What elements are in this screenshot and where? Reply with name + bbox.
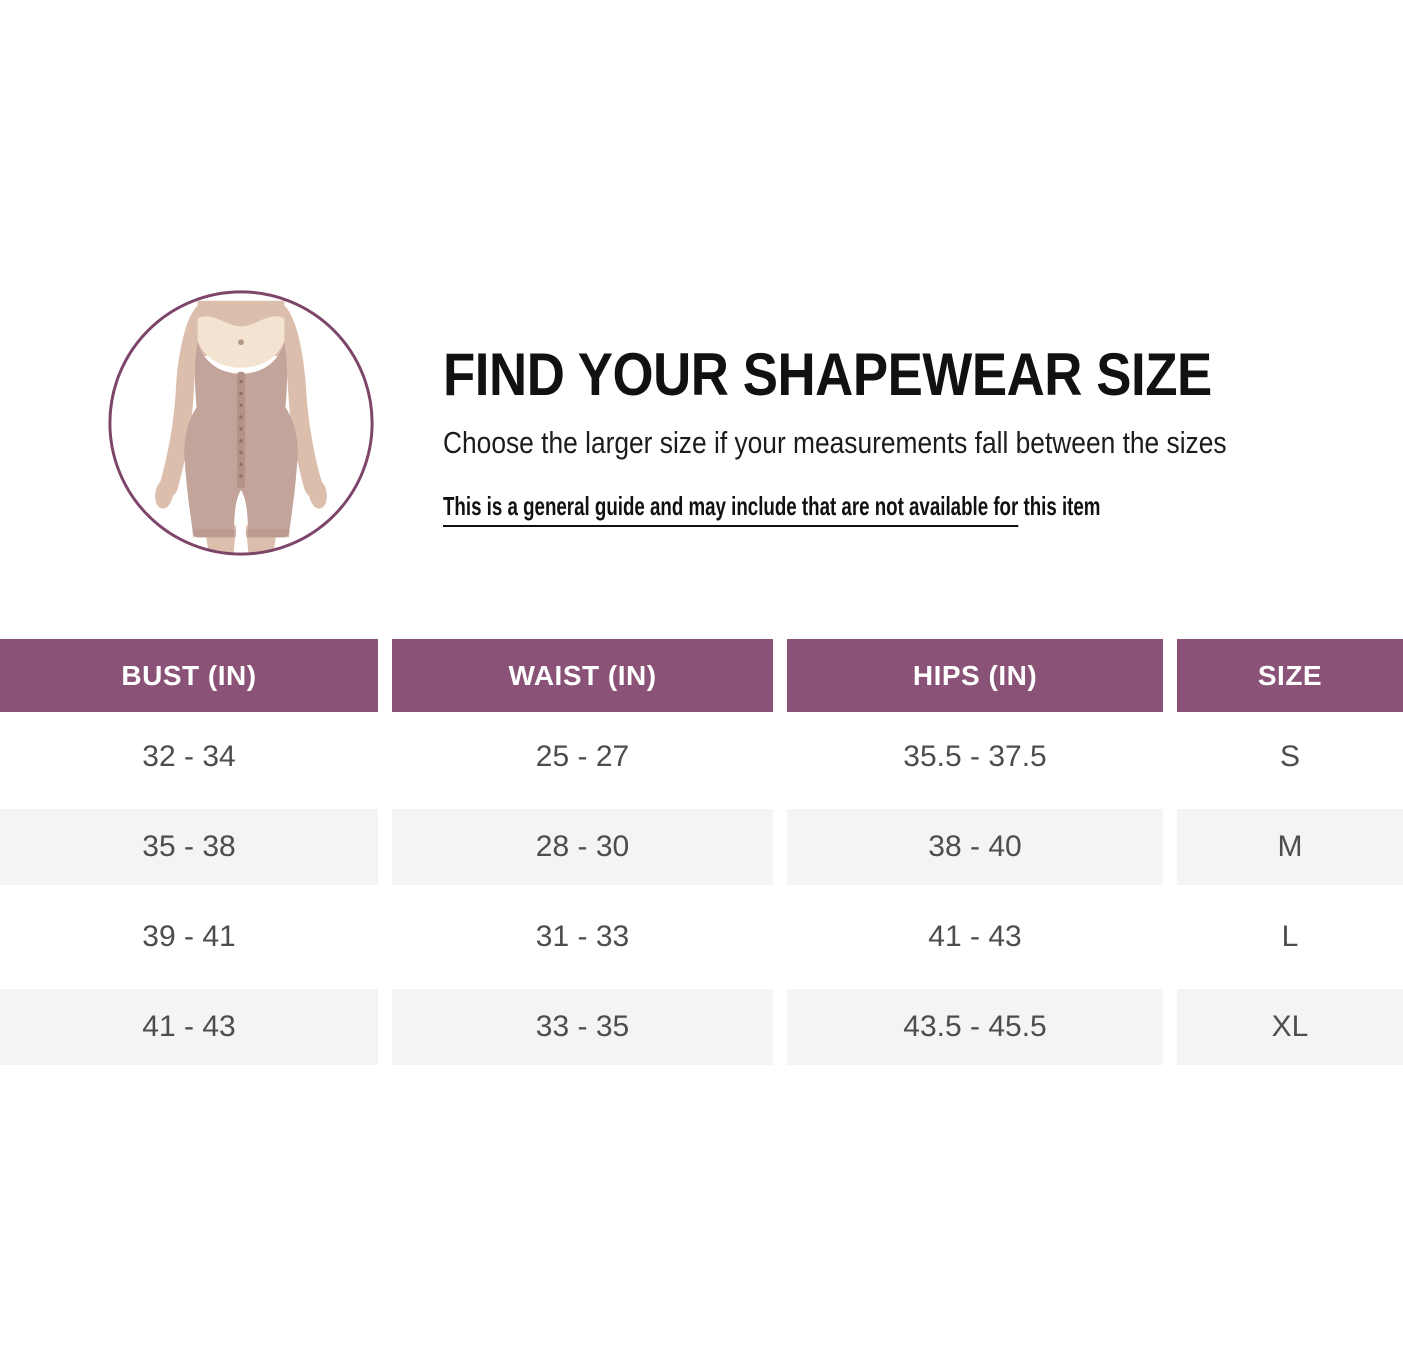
- cell-size-row-l: L: [1177, 892, 1403, 982]
- col-header-bust: BUST (IN): [0, 639, 378, 712]
- cell-size-row-xl: XL: [1177, 982, 1403, 1072]
- cell-waist-row-l: 31 - 33: [392, 892, 773, 982]
- cell-bust-row-s: 32 - 34: [0, 712, 378, 802]
- disclaimer-rest-text: this item: [1018, 491, 1101, 521]
- col-header-hips: HIPS (IN): [787, 639, 1163, 712]
- cell-waist-row-xl: 33 - 35: [392, 982, 773, 1072]
- cell-hips-row-m: 38 - 40: [787, 802, 1163, 892]
- cell-size-row-m: M: [1177, 802, 1403, 892]
- cell-hips-row-s: 35.5 - 37.5: [787, 712, 1163, 802]
- page-title: FIND YOUR SHAPEWEAR SIZE: [443, 341, 1212, 408]
- size-chart-table: BUST (IN) WAIST (IN) HIPS (IN) SIZE 32 -…: [0, 639, 1403, 1072]
- cell-hips-row-xl: 43.5 - 45.5: [787, 982, 1163, 1072]
- cell-bust-row-xl: 41 - 43: [0, 982, 378, 1072]
- page-subtitle: Choose the larger size if your measureme…: [443, 425, 1227, 460]
- cell-size-row-s: S: [1177, 712, 1403, 802]
- col-header-size: SIZE: [1177, 639, 1403, 712]
- cell-bust-row-m: 35 - 38: [0, 802, 378, 892]
- shapewear-model-image: [103, 285, 379, 561]
- cell-bust-row-l: 39 - 41: [0, 892, 378, 982]
- circle-border: [108, 290, 374, 556]
- col-header-waist: WAIST (IN): [392, 639, 773, 712]
- cell-hips-row-l: 41 - 43: [787, 892, 1163, 982]
- disclaimer-note: This is a general guide and may include …: [443, 491, 1107, 527]
- hero-text-block: FIND YOUR SHAPEWEAR SIZE Choose the larg…: [443, 285, 1365, 527]
- shapewear-model-illustration: [108, 290, 374, 556]
- cell-waist-row-m: 28 - 30: [392, 802, 773, 892]
- disclaimer-underlined-text: This is a general guide and may include …: [443, 491, 1019, 527]
- cell-waist-row-s: 25 - 27: [392, 712, 773, 802]
- hero-section: FIND YOUR SHAPEWEAR SIZE Choose the larg…: [103, 285, 1365, 561]
